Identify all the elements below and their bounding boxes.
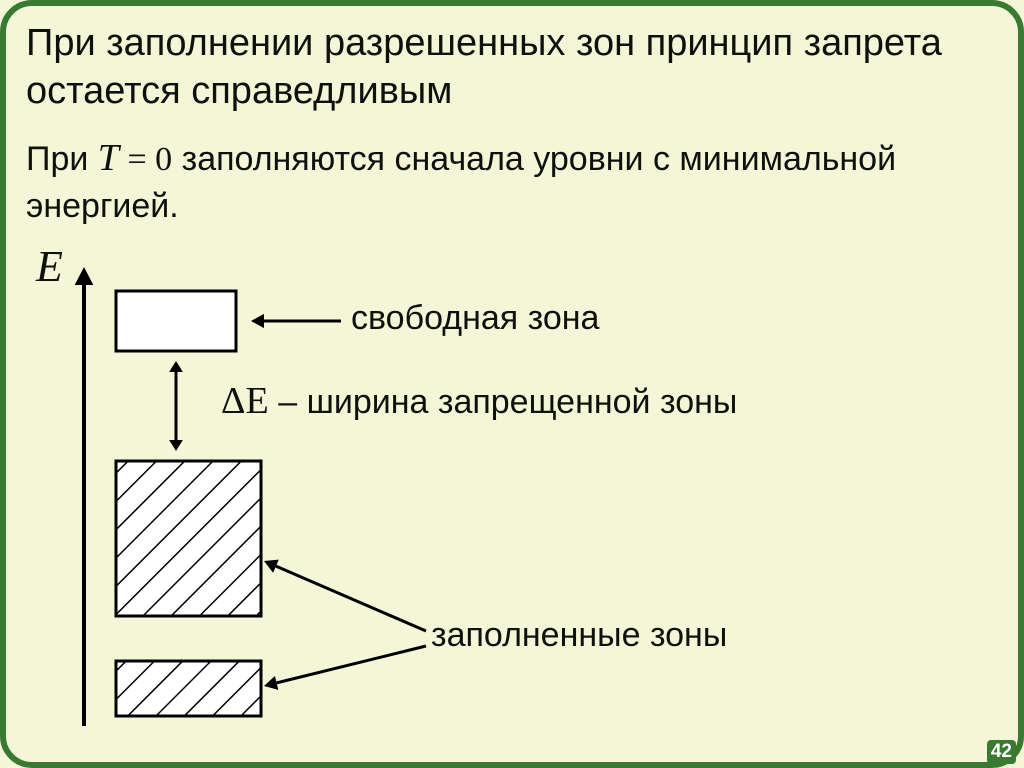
- label-free-zone: свободная зона: [351, 299, 599, 338]
- axis-label-E: E: [36, 241, 63, 292]
- gap-delta-E: ΔE: [221, 380, 269, 422]
- slide-subtitle: При T = 0 заполняются сначала уровни с м…: [26, 133, 998, 230]
- slide-title: При заполнении разрешенных зон принцип з…: [26, 20, 998, 115]
- slide-frame: При заполнении разрешенных зон принцип з…: [0, 0, 1024, 768]
- subtitle-eq: = 0: [119, 141, 172, 178]
- subtitle-var: T: [98, 137, 119, 179]
- label-filled-zones: заполненные зоны: [431, 616, 727, 655]
- subtitle-prefix: При: [26, 140, 98, 178]
- diagram-area: E свободная зона ΔE – ширина запрещенной…: [26, 251, 998, 732]
- label-gap: ΔE – ширина запрещенной зоны: [221, 379, 737, 423]
- gap-text: ширина запрещенной зоны: [307, 383, 738, 421]
- page-number: 42: [987, 740, 1016, 764]
- gap-dash: –: [269, 383, 307, 421]
